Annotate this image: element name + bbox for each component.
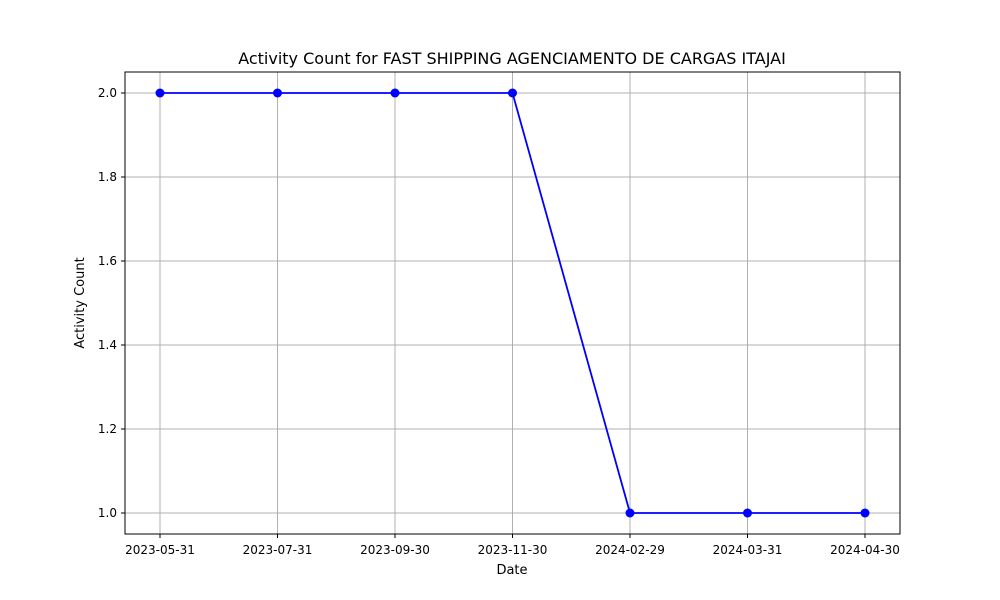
x-tick-label: 2023-07-31 [243,543,313,557]
x-tick-label: 2023-05-31 [125,543,195,557]
data-point [273,88,282,98]
data-point [743,508,752,518]
x-tick-label: 2023-11-30 [478,543,548,557]
y-axis-label: Activity Count [73,257,88,348]
x-tick-label: 2024-04-30 [830,543,900,557]
y-tick-label: 1.6 [98,254,117,268]
y-tick-label: 1.0 [98,506,117,520]
x-tick-label: 2024-03-31 [713,543,783,557]
data-point [860,508,870,518]
data-point [390,88,400,98]
chart-title: Activity Count for FAST SHIPPING AGENCIA… [238,49,786,68]
x-tick-label: 2023-09-30 [360,543,430,557]
data-point [155,88,165,98]
y-tick-label: 2.0 [98,86,117,100]
x-axis-ticks: 2023-05-31 2023-07-31 2023-09-30 2023-11-30… [125,534,900,557]
y-tick-label: 1.8 [98,170,117,184]
data-point [625,508,635,518]
series-layer [155,88,870,518]
data-point [508,88,517,98]
x-axis-label: Date [496,563,527,578]
x-tick-label: 2024-02-29 [595,543,665,557]
y-tick-label: 1.2 [98,422,117,436]
y-tick-label: 1.4 [98,338,117,352]
y-axis-ticks: 1.0 1.2 1.4 1.6 1.8 2.0 [98,86,125,520]
